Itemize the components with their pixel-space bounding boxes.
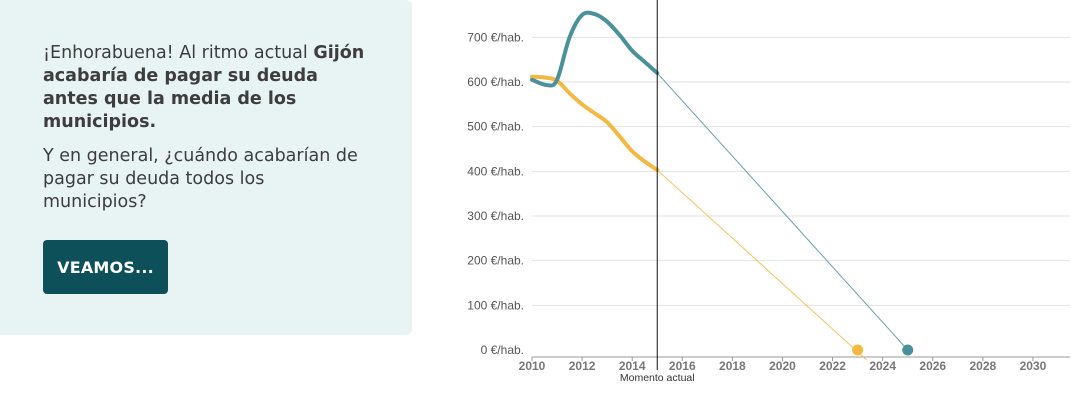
x-axis: 2010 2012 2014 2016 2018 2020 2022 2024 2026 2028…	[519, 356, 1070, 373]
y-tick-label: 300 €/hab.	[467, 209, 524, 223]
question-message: Y en general, ¿cuándo acabarían de pagar…	[43, 146, 358, 212]
y-tick-label: 400 €/hab.	[467, 164, 524, 178]
x-tick-label: 2020	[769, 359, 796, 373]
result-highlight: Gijón acabaría de pagar su deuda antes q…	[43, 43, 365, 132]
average-payoff-point	[852, 344, 864, 356]
grid-lines	[532, 36, 1070, 306]
y-tick-label: 100 €/hab.	[467, 298, 524, 312]
city-payoff-point	[902, 344, 914, 356]
city-historical-line	[530, 10, 660, 88]
x-tick-label: 2030	[1020, 359, 1047, 373]
series	[530, 10, 914, 361]
average-historical-line	[530, 74, 660, 172]
y-tick-label: 0 €/hab.	[481, 343, 524, 357]
current-moment-label: Momento actual	[620, 372, 695, 384]
x-tick-label: 2014	[619, 359, 646, 373]
y-tick-label: 700 €/hab.	[467, 30, 524, 44]
x-tick-label: 2026	[919, 359, 946, 373]
y-axis: 0 €/hab. 100 €/hab. 200 €/hab. 300 €/hab. 40…	[467, 30, 524, 357]
city-projection-line	[656, 72, 909, 351]
y-tick-label: 600 €/hab.	[467, 75, 524, 89]
y-tick-label: 500 €/hab.	[467, 120, 524, 134]
veamos-button[interactable]: VEAMOS...	[43, 240, 168, 294]
message-panel: ¡Enhorabuena! Al ritmo actual Gijón acab…	[0, 0, 412, 335]
x-tick-label: 2022	[819, 359, 846, 373]
x-tick-label: 2024	[869, 359, 896, 373]
result-intro: ¡Enhorabuena! Al ritmo actual	[43, 43, 314, 63]
x-tick-label: 2028	[970, 359, 997, 373]
y-tick-label: 200 €/hab.	[467, 254, 524, 268]
result-message: ¡Enhorabuena! Al ritmo actual Gijón acab…	[43, 42, 373, 134]
x-tick-label: 2016	[669, 359, 696, 373]
x-tick-label: 2018	[719, 359, 746, 373]
average-projection-line	[656, 169, 867, 361]
x-tick-label: 2012	[569, 359, 596, 373]
x-tick-label: 2010	[519, 359, 546, 373]
debt-chart: 0 €/hab. 100 €/hab. 200 €/hab. 300 €/hab. 40…	[467, 0, 1070, 384]
current-moment: Momento actual	[620, 0, 695, 384]
